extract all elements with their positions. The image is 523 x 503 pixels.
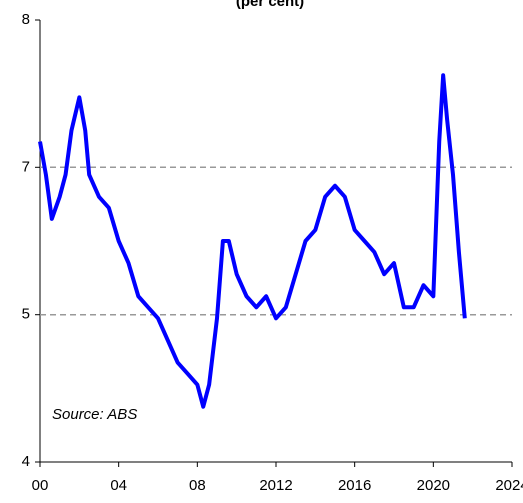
x-tick-label: 2012 (259, 477, 292, 494)
x-tick-label: 2016 (338, 477, 371, 494)
chart-title: (per cent) (236, 0, 304, 10)
x-tick-label: 08 (189, 477, 206, 494)
x-tick-label: 2020 (417, 477, 450, 494)
y-tick-label: 4 (22, 453, 30, 470)
x-tick-label: 04 (110, 477, 127, 494)
y-tick-label: 8 (22, 11, 30, 28)
annotation: Source: ABS (52, 406, 137, 423)
y-tick-label: 7 (22, 158, 30, 175)
x-tick-label: 00 (32, 477, 49, 494)
y-tick-label: 5 (22, 306, 30, 323)
x-tick-label: 2024 (495, 477, 523, 494)
line-series (38, 73, 467, 409)
